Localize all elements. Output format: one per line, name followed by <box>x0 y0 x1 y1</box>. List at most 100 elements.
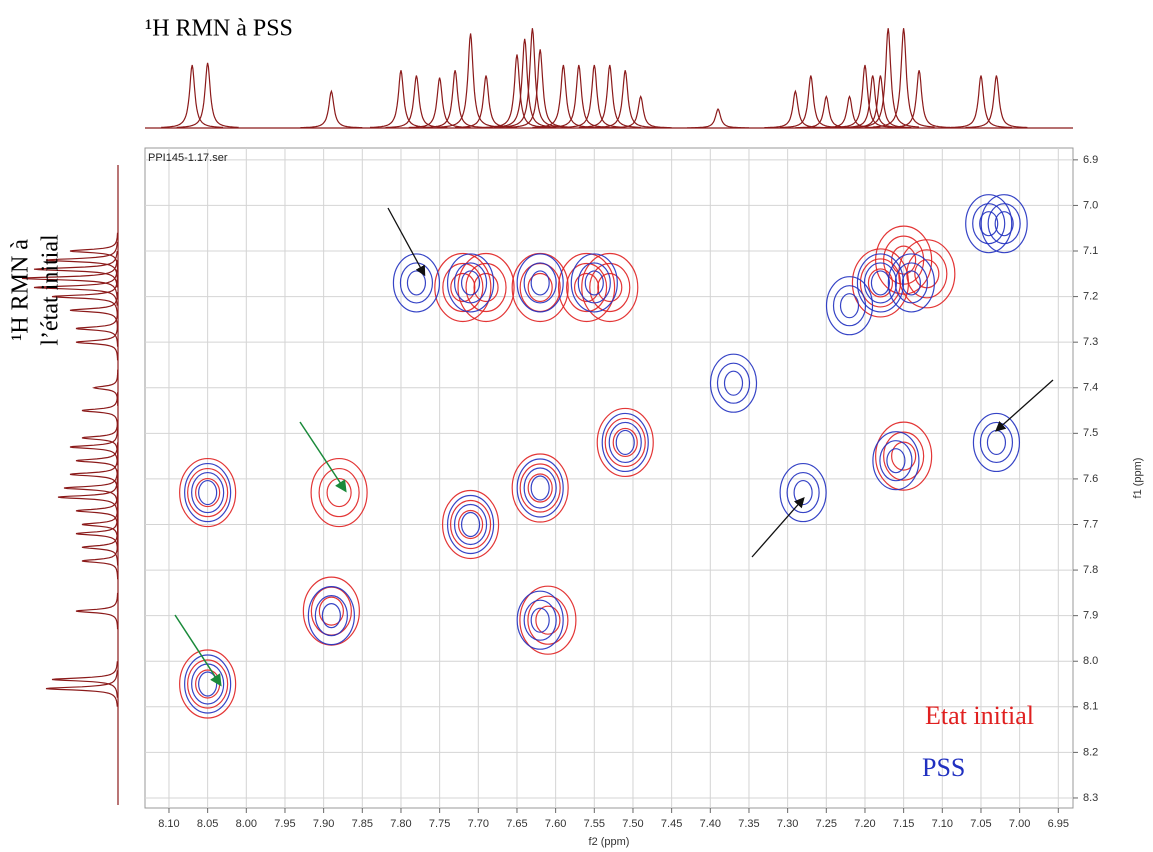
contour-ring <box>716 362 751 404</box>
contour-ring <box>859 258 902 308</box>
spectrum-peak <box>75 492 119 529</box>
left-label-line: ¹H RMN à <box>8 239 34 341</box>
x-tick-label: 7.05 <box>970 818 991 830</box>
contour-ring <box>453 262 488 304</box>
contour-ring <box>786 471 820 514</box>
contour-ring <box>839 293 860 319</box>
x-tick-label: 7.95 <box>274 818 295 830</box>
contour-ring <box>191 471 225 514</box>
contour-ring <box>584 270 604 296</box>
y-tick-label: 7.2 <box>1083 290 1098 302</box>
y-tick-label: 7.3 <box>1083 336 1098 348</box>
contour-ring <box>530 475 550 501</box>
y-tick-label: 7.1 <box>1083 245 1098 257</box>
spectrum-peak <box>857 28 920 128</box>
y-tick-label: 7.8 <box>1083 564 1098 576</box>
y-axis-label: f1 (ppm) <box>1132 458 1144 499</box>
x-tick-label: 7.15 <box>893 818 914 830</box>
spectrum-peak <box>69 232 119 270</box>
contour-ring <box>450 272 476 303</box>
contour-ring <box>867 268 894 298</box>
spectrum-peak <box>81 392 119 429</box>
x-tick-label: 7.50 <box>622 818 643 830</box>
contour-ring <box>453 503 488 546</box>
y-tick-label: 6.9 <box>1083 154 1098 166</box>
contour-ring <box>318 467 360 518</box>
contour-ring <box>527 595 569 645</box>
contour-ring <box>434 252 492 323</box>
x-tick-label: 7.60 <box>545 818 566 830</box>
contour-ring <box>457 252 515 323</box>
contour-ring <box>987 203 1021 245</box>
left-label-line: l’état initial <box>38 234 64 346</box>
spectrum-peak <box>33 269 118 306</box>
spectrum-peak <box>300 89 363 129</box>
y-tick-label: 7.6 <box>1083 473 1098 485</box>
x-tick-label: 8.00 <box>236 818 257 830</box>
grid: 8.10 8.05 8.00 7.95 7.90 7.85 7.80 7.75 7.70 7.65… <box>145 148 1098 830</box>
contour-ring <box>825 276 874 336</box>
contour-ring <box>460 270 481 296</box>
arrow <box>751 497 805 558</box>
x-tick-label: 7.35 <box>738 818 759 830</box>
contour-ring <box>875 225 933 295</box>
y-tick-label: 7.5 <box>1083 427 1098 439</box>
contour-ring <box>898 239 956 309</box>
contour-ring <box>307 586 355 646</box>
contour-ring <box>195 477 221 508</box>
contour-ring <box>979 421 1014 464</box>
contour-ring <box>723 370 744 396</box>
spectrum-peak <box>764 89 827 129</box>
contour-ring <box>612 427 638 458</box>
spectrum-peak <box>69 428 119 466</box>
contour-ring <box>965 194 1013 254</box>
x-tick-label: 7.65 <box>506 818 527 830</box>
spectrum-peak <box>872 28 935 128</box>
spectrum-peak <box>609 94 672 129</box>
contour-ring <box>179 649 237 719</box>
spectrum-peak <box>75 323 119 361</box>
contour-ring <box>523 467 557 509</box>
contour-ring <box>972 412 1021 473</box>
contour-ring <box>179 457 237 528</box>
contours <box>179 194 1028 719</box>
spectrum-peak <box>21 260 118 297</box>
contour-ring <box>442 262 484 313</box>
contour-ring <box>879 440 913 482</box>
contour-ring <box>519 585 577 655</box>
contour-ring <box>187 467 229 518</box>
contour-ring <box>972 203 1006 245</box>
contour-ring <box>441 489 500 560</box>
arrow <box>299 421 347 493</box>
contour-ring <box>604 417 646 468</box>
y-tick-label: 7.4 <box>1083 382 1098 394</box>
spectra <box>21 28 1073 805</box>
contour-ring <box>979 211 999 237</box>
arrow <box>387 207 426 277</box>
spectrum-peak <box>965 75 1028 129</box>
spectrum-peak <box>69 292 119 329</box>
contour-ring <box>875 421 933 491</box>
x-tick-label: 7.85 <box>352 818 373 830</box>
contour-ring <box>535 605 561 635</box>
contour-ring <box>399 262 434 304</box>
contour-ring <box>516 253 564 313</box>
plot-frame <box>144 147 1074 809</box>
contour-ring <box>406 270 427 296</box>
contour-ring <box>986 429 1007 456</box>
contour-ring <box>565 262 608 313</box>
contour-ring <box>184 462 232 523</box>
contour-ring <box>457 509 484 540</box>
contour-ring <box>198 479 218 506</box>
y-tick-label: 7.7 <box>1083 518 1098 530</box>
x-axis-label: f2 (ppm) <box>589 836 630 848</box>
spectrum-peak <box>501 28 564 128</box>
contour-ring <box>519 463 561 513</box>
spectrum-peak <box>818 94 881 129</box>
spectrum-peak <box>75 310 119 347</box>
contour-ring <box>314 595 348 637</box>
arrow <box>174 614 222 687</box>
spectrum-peak <box>161 64 224 128</box>
contour-ring <box>709 353 758 413</box>
